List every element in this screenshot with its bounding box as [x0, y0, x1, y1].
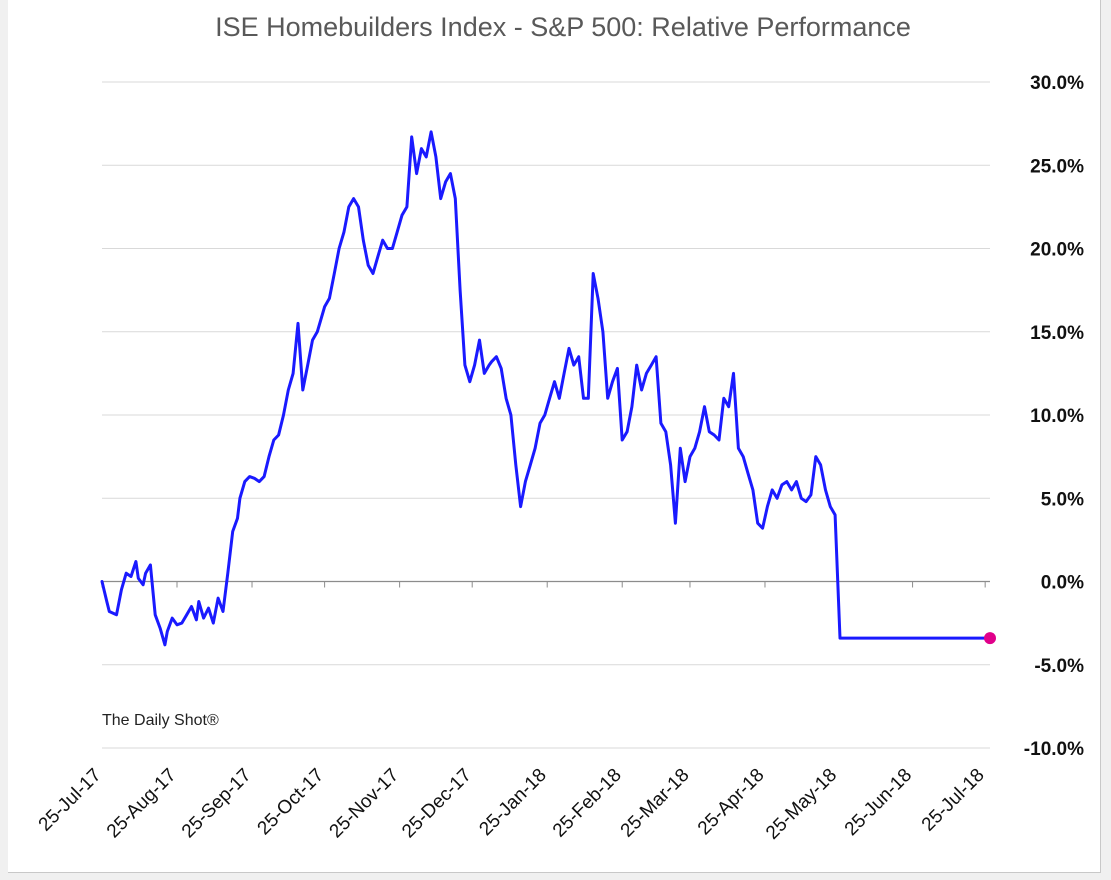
chart-frame: [8, 0, 1101, 873]
y-tick-label: -10.0%: [1024, 739, 1084, 760]
grid-lines: [102, 81, 990, 749]
chart-title: ISE Homebuilders Index - S&P 500: Relati…: [215, 12, 911, 42]
y-tick-label: 15.0%: [1030, 323, 1084, 344]
x-tick-label: 25-May-18: [762, 765, 841, 844]
x-tick-label: 25-Jun-18: [841, 765, 916, 840]
x-axis-tick-labels: 25-Jul-1725-Aug-1725-Sep-1725-Oct-1725-N…: [35, 765, 989, 844]
x-tick-label: 25-Feb-18: [549, 765, 626, 842]
y-tick-label: 10.0%: [1030, 406, 1084, 427]
x-tick-label: 25-Dec-17: [398, 765, 476, 843]
x-tick-label: 25-Jul-18: [918, 765, 989, 836]
x-tick-label: 25-Aug-17: [103, 765, 181, 843]
y-tick-label: 30.0%: [1030, 73, 1084, 94]
y-tick-label: 5.0%: [1041, 489, 1084, 510]
x-tick-label: 25-Jan-18: [475, 765, 550, 840]
x-tick-label: 25-Oct-17: [254, 765, 329, 840]
x-tick-label: 25-Sep-17: [178, 765, 256, 843]
x-axis-ticks: [101, 581, 986, 588]
last-point-marker: [984, 632, 996, 645]
x-tick-label: 25-Mar-18: [617, 765, 694, 842]
y-axis-tick-labels: 30.0% 25.0% 20.0% 15.0% 10.0% 5.0% 0.0% -5.0% -1…: [1024, 73, 1084, 760]
y-tick-label: 25.0%: [1030, 156, 1084, 177]
series-line: [100, 130, 992, 647]
watermark: The Daily Shot®: [102, 712, 219, 729]
y-tick-label: 0.0%: [1041, 573, 1084, 594]
y-tick-label: 20.0%: [1030, 240, 1084, 261]
x-tick-label: 25-Apr-18: [694, 765, 769, 840]
y-tick-label: -5.0%: [1034, 656, 1084, 677]
x-tick-label: 25-Nov-17: [326, 765, 404, 843]
x-tick-label: 25-Jul-17: [35, 765, 106, 836]
